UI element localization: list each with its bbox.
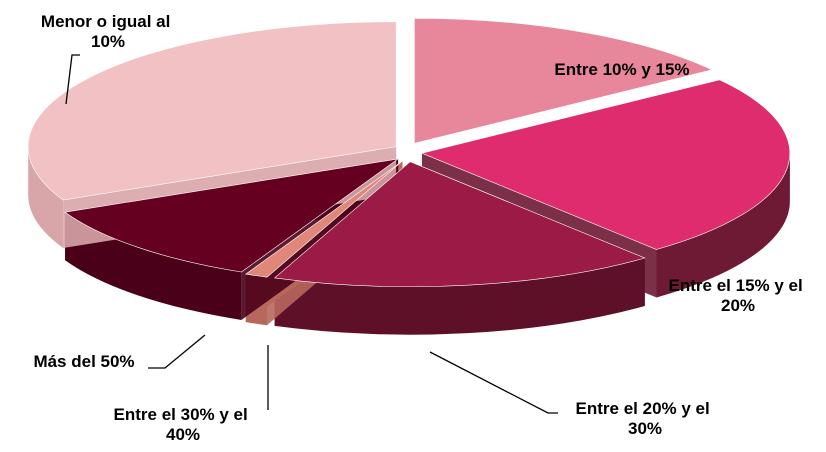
- leader-line-mas-50: [148, 334, 206, 369]
- slice-label-30-40: Entre el 30% y el 40%: [114, 405, 253, 444]
- slice-menor-o-igual-al-10: [27, 21, 397, 201]
- slice-label-mas-50: Más del 50%: [33, 352, 134, 371]
- slice-m-s-del-50: [64, 158, 399, 273]
- slice-label-15-20: Entre el 15% y el 20%: [669, 276, 808, 315]
- slice-entre-el-20-y-el-30: [273, 161, 646, 287]
- slice-label-10-15: Entre 10% y 15%: [554, 60, 689, 79]
- leader-lines: [65, 54, 558, 414]
- slice-entre-el-15-y-el-20: [420, 79, 791, 250]
- slice-side-entre-el-15-y-el-20: [656, 153, 790, 298]
- slice-entre-el-30-y-el-40: [245, 160, 403, 278]
- slice-label-20-30: Entre el 20% y el 30%: [576, 399, 715, 438]
- leader-line-20-30: [429, 351, 558, 414]
- slice-side-menor-o-igual-al-10: [28, 146, 64, 248]
- slice-entre-10-y-15: [414, 17, 713, 144]
- leader-line-menor-10: [65, 54, 80, 105]
- pie-tops: [27, 17, 791, 287]
- slice-label-menor-10: Menor o igual al 10%: [41, 12, 175, 51]
